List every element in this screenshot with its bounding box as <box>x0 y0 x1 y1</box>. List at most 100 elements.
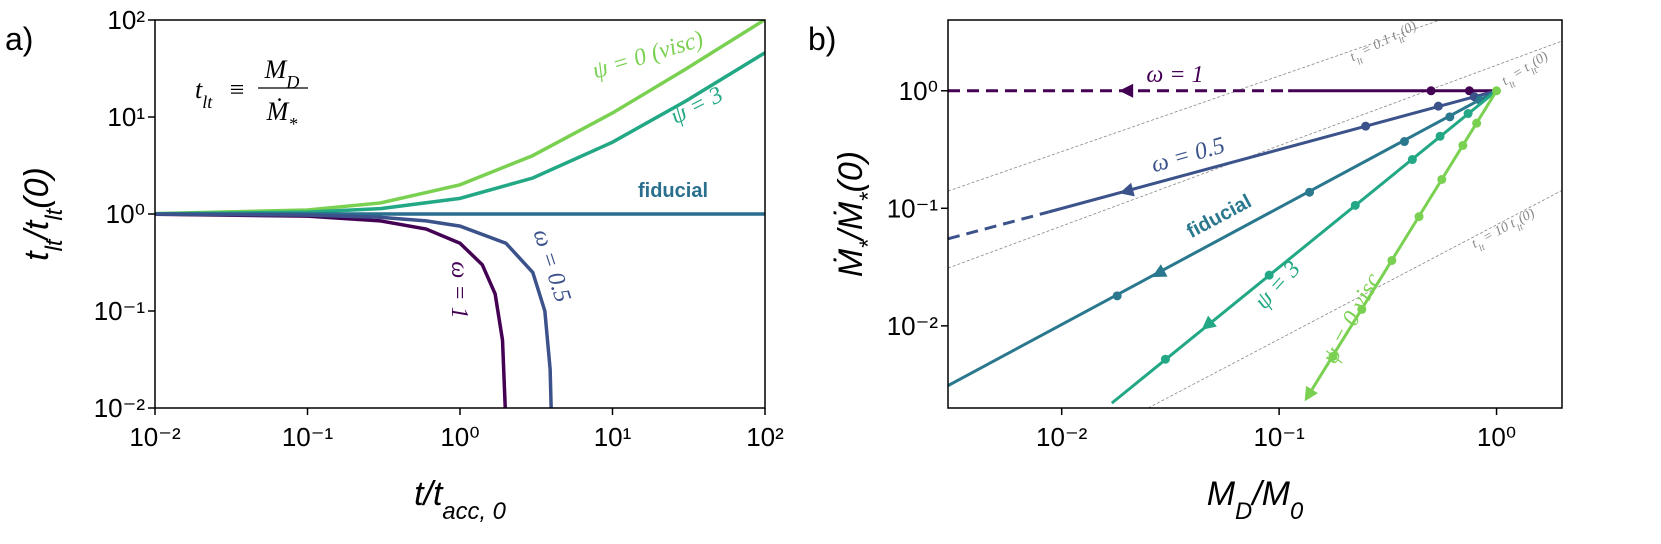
marker <box>1112 291 1122 301</box>
marker <box>1357 304 1367 314</box>
y-tick-label: 10⁻¹ <box>887 193 939 223</box>
y-axis-label: tlt/tlt(0) <box>18 167 68 261</box>
marker <box>1433 101 1443 111</box>
series-line <box>155 20 765 216</box>
series-label: ω = 1 <box>446 261 472 318</box>
marker <box>1399 137 1409 147</box>
series-label: ψ = 0 visc <box>1317 269 1386 368</box>
plot-area <box>155 20 765 408</box>
subscript: lt <box>1507 78 1518 90</box>
text-part: /Ṁ <box>832 201 870 241</box>
y-tick-label: 10¹ <box>107 102 145 132</box>
series-line <box>1048 89 1497 214</box>
direction-arrow <box>1119 83 1134 98</box>
text-part: (0) <box>1398 19 1420 40</box>
text-part: (0) <box>18 167 56 209</box>
subscript: D <box>285 72 299 92</box>
guide-label: tlt = 10 tlt(0) <box>1469 206 1539 256</box>
plot-area <box>948 20 1562 408</box>
subscript: lt <box>1515 221 1525 233</box>
series-label: fiducial <box>1183 191 1255 243</box>
y-tick-label: 10⁰ <box>899 76 938 106</box>
text-part: = 0.1 t <box>1356 28 1401 61</box>
x-axis-label: MD/M0 <box>1207 475 1304 525</box>
direction-arrow <box>1201 315 1217 330</box>
guide-line <box>948 40 1562 269</box>
x-tick-label: 10² <box>746 422 784 452</box>
subscript: acc, 0 <box>442 498 506 525</box>
guide-line <box>1148 190 1562 408</box>
subscript: 0 <box>1290 498 1304 525</box>
x-axis-label: t/tacc, 0 <box>414 475 507 525</box>
x-tick-label: 10⁻¹ <box>1253 422 1305 452</box>
direction-arrow <box>1119 182 1135 197</box>
text-part: t/t <box>414 475 444 513</box>
marker <box>1328 351 1338 361</box>
text-part: (0) <box>1516 206 1538 227</box>
text-part: t <box>195 75 203 104</box>
text-part: t <box>18 250 56 261</box>
series-label: ψ = 3 <box>666 82 727 130</box>
series-line <box>155 51 765 216</box>
panel-label: b) <box>808 21 836 57</box>
y-tick-label: 10⁰ <box>106 199 145 229</box>
marker <box>1264 270 1274 280</box>
y-tick-label: 10² <box>107 5 145 35</box>
marker <box>1492 86 1502 96</box>
marker <box>1350 200 1360 210</box>
y-tick-label: 10⁻² <box>94 393 146 423</box>
axes-frame <box>154 19 766 409</box>
series-line <box>155 212 553 408</box>
subscript: lt <box>41 238 68 251</box>
subscript: lt <box>1355 55 1365 67</box>
panel-label: a) <box>5 21 33 57</box>
x-tick-label: 10⁻² <box>1036 422 1088 452</box>
series-label: ω = 1 <box>1146 62 1203 88</box>
marker <box>1407 155 1417 165</box>
subscript: lt <box>1397 34 1407 46</box>
formula-lhs: tlt <box>195 75 213 112</box>
subscript: D <box>1235 498 1252 525</box>
subscript: lt <box>41 207 68 220</box>
series-line <box>1307 89 1498 396</box>
text-part: (0) <box>1529 49 1551 71</box>
series-label: ω = 0.5 <box>528 226 576 305</box>
marker <box>1414 212 1424 222</box>
x-tick-label: 10⁰ <box>1477 422 1516 452</box>
marker <box>1361 121 1371 131</box>
guide-label: tlt = 0.1 tlt(0) <box>1348 19 1422 69</box>
x-tick-label: 10⁻² <box>129 422 181 452</box>
marker <box>1305 187 1315 197</box>
text-part: (0) <box>832 151 870 193</box>
marker <box>1458 140 1468 150</box>
text-part: M <box>1207 475 1236 513</box>
y-axis-label: Ṁ*/Ṁ*(0) <box>832 151 882 277</box>
text-part: = 10 t <box>1478 216 1519 248</box>
guide-line <box>948 20 1441 192</box>
marker <box>1435 131 1445 141</box>
series-label: ω = 0.5 <box>1148 132 1227 178</box>
marker <box>1472 118 1482 128</box>
subscript: lt <box>202 92 213 112</box>
marker <box>1445 112 1455 122</box>
guide-label: tlt = tlt(0) <box>1499 49 1553 93</box>
series-line <box>1110 89 1498 405</box>
marker <box>1437 174 1447 184</box>
subscript: * <box>855 239 882 249</box>
subscript: * <box>855 192 882 202</box>
marker <box>1387 255 1397 265</box>
series-extension <box>948 210 1049 241</box>
series-label: fiducial <box>638 180 708 202</box>
series-label: ψ = 0 (visc) <box>589 26 706 84</box>
text-part: Ṁ <box>832 248 870 277</box>
text-part: /M <box>1250 475 1290 513</box>
marker <box>1464 86 1474 96</box>
x-tick-label: 10¹ <box>594 422 632 452</box>
y-tick-label: 10⁻¹ <box>94 296 146 326</box>
marker <box>1160 354 1170 364</box>
marker <box>1426 86 1436 96</box>
subscript: * <box>288 114 298 134</box>
text-part: /t <box>18 219 56 241</box>
series-line <box>948 89 1498 387</box>
